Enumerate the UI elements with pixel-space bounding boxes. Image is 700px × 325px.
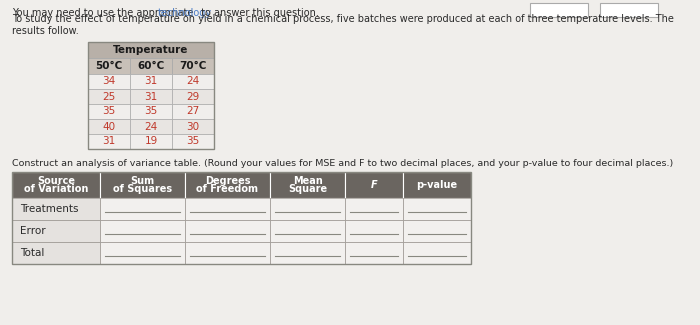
Bar [130,89,172,104]
Text: 35: 35 [144,107,158,116]
Bar [130,74,172,89]
Text: 24: 24 [186,76,200,86]
Text: Temperature: Temperature [113,45,189,55]
Bar [88,89,130,104]
Bar [185,172,270,198]
Bar [100,198,185,220]
Text: Sum: Sum [130,176,155,186]
Bar [88,58,130,74]
Bar [403,172,471,198]
Text: Mean: Mean [293,176,323,186]
Bar [12,242,100,264]
Bar [172,119,214,134]
Bar [100,172,185,198]
Bar [530,3,588,17]
Bar [345,220,403,242]
Text: technology: technology [158,8,212,18]
Text: Construct an analysis of variance table. (Round your values for MSE and F to two: Construct an analysis of variance table.… [12,159,673,167]
Text: 31: 31 [144,92,158,101]
Bar [270,198,345,220]
Bar [345,198,403,220]
Text: 25: 25 [102,92,116,101]
Text: of Freedom: of Freedom [197,184,258,194]
Bar [88,74,130,89]
Text: 60°C: 60°C [137,61,164,71]
Bar [130,134,172,149]
Bar [600,3,658,17]
Bar [88,42,214,149]
Bar [130,104,172,119]
Text: Source: Source [37,176,75,186]
Text: to answer this question.: to answer this question. [198,8,319,18]
Bar [185,198,270,220]
Bar [100,220,185,242]
Bar [88,134,130,149]
Text: 24: 24 [144,122,158,132]
Bar [270,242,345,264]
Text: 31: 31 [102,136,116,147]
Text: Error: Error [20,226,46,236]
Bar [172,104,214,119]
Text: Degrees: Degrees [204,176,251,186]
Bar [130,119,172,134]
Text: 35: 35 [186,136,200,147]
Text: F: F [371,180,377,190]
Bar [88,119,130,134]
Text: 31: 31 [144,76,158,86]
Bar [172,134,214,149]
Bar [185,220,270,242]
Text: p-value: p-value [416,180,458,190]
Text: of Squares: of Squares [113,184,172,194]
Text: 34: 34 [102,76,116,86]
Text: 27: 27 [186,107,200,116]
Text: To study the effect of temperature on yield in a chemical process, five batches : To study the effect of temperature on yi… [12,14,674,36]
Text: 19: 19 [144,136,158,147]
Bar [12,198,100,220]
Text: Treatments: Treatments [20,204,78,214]
Text: 35: 35 [102,107,116,116]
Bar [185,242,270,264]
Text: of Variation: of Variation [24,184,88,194]
Bar [270,220,345,242]
Text: 40: 40 [102,122,116,132]
Bar [345,242,403,264]
Text: 70°C: 70°C [179,61,206,71]
Bar [403,242,471,264]
Bar [12,220,100,242]
Text: Total: Total [20,248,44,258]
Text: 50°C: 50°C [95,61,122,71]
Text: 29: 29 [186,92,200,101]
Bar [172,89,214,104]
Bar [130,58,172,74]
Bar [100,242,185,264]
Text: 30: 30 [186,122,200,132]
Bar [172,58,214,74]
Bar [345,172,403,198]
Bar [88,42,214,58]
Text: You may need to use the appropriate: You may need to use the appropriate [12,8,197,18]
Bar [270,172,345,198]
Bar [172,74,214,89]
Text: Square: Square [288,184,327,194]
Bar [12,172,100,198]
Bar [12,172,471,264]
Bar [403,198,471,220]
Bar [88,104,130,119]
Bar [403,220,471,242]
